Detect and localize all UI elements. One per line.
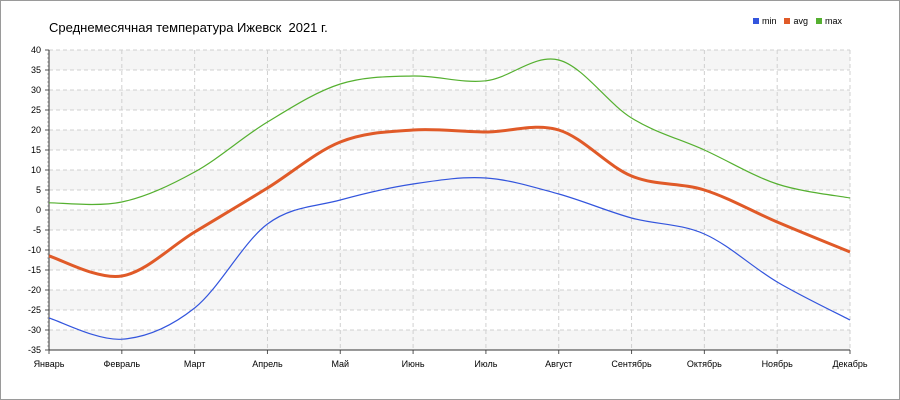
x-tick-label: Июль	[474, 359, 497, 369]
y-tick-label: 40	[31, 45, 41, 55]
y-tick-label: 0	[36, 205, 41, 215]
x-tick-label: Апрель	[252, 359, 283, 369]
x-tick-label: Октябрь	[687, 359, 722, 369]
legend-label-avg: avg	[793, 16, 808, 26]
y-tick-label: -5	[33, 225, 41, 235]
legend-label-max: max	[824, 16, 842, 26]
legend: min avg max	[752, 16, 842, 26]
grid-band	[49, 170, 850, 190]
grid-band	[49, 210, 850, 230]
chart-title: Среднемесячная температура Ижевск 2021 г…	[49, 20, 328, 35]
series-line-min	[48, 177, 851, 340]
x-tick-label: Ноябрь	[762, 359, 794, 369]
y-tick-label: 30	[31, 85, 41, 95]
grid-band	[49, 290, 850, 310]
series-line-avg	[48, 125, 851, 278]
y-tick-label: -20	[28, 285, 41, 295]
y-tick-label: -10	[28, 245, 41, 255]
y-tick-label: -25	[28, 305, 41, 315]
y-tick-label: 25	[31, 105, 41, 115]
x-tick-label: Январь	[34, 359, 65, 369]
y-tick-label: -30	[28, 325, 41, 335]
grid-band	[49, 130, 850, 150]
y-tick-label: -15	[28, 265, 41, 275]
legend-swatch-avg	[784, 18, 791, 24]
grid-band	[49, 50, 850, 70]
grid-band	[49, 90, 850, 110]
y-tick-label: -35	[28, 345, 41, 355]
legend-label-min: min	[761, 16, 777, 26]
x-tick-label: Июнь	[402, 359, 425, 369]
y-tick-label: 20	[31, 125, 41, 135]
y-tick-label: 5	[36, 185, 41, 195]
x-tick-label: Февраль	[104, 359, 141, 369]
y-tick-label: 35	[31, 65, 41, 75]
legend-item-max: max	[815, 16, 842, 26]
legend-swatch-max	[815, 18, 822, 24]
y-tick-label: 15	[31, 145, 41, 155]
x-tick-label: Май	[331, 359, 349, 369]
series-line-max	[48, 58, 851, 206]
y-tick-label: 10	[31, 165, 41, 175]
x-tick-label: Декабрь	[832, 359, 867, 369]
x-tick-label: Сентябрь	[611, 359, 652, 369]
grid-band	[49, 330, 850, 350]
legend-item-avg: avg	[784, 16, 808, 26]
x-tick-label: Август	[545, 359, 572, 369]
x-tick-label: Март	[184, 359, 206, 369]
grid-band	[49, 250, 850, 270]
legend-swatch-min	[752, 18, 759, 24]
legend-item-min: min	[752, 16, 777, 26]
